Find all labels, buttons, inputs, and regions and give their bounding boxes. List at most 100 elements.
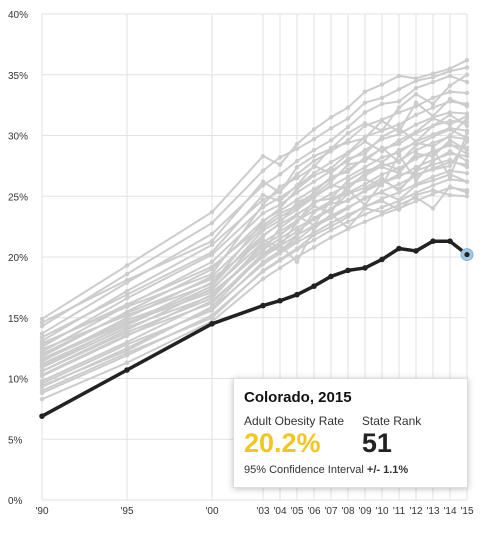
- background-point: [328, 138, 334, 143]
- background-point: [396, 160, 402, 165]
- x-tick-label: '90: [35, 506, 48, 517]
- background-point: [430, 174, 436, 180]
- background-point: [464, 90, 470, 96]
- background-point: [430, 144, 436, 149]
- background-point: [294, 237, 300, 243]
- x-tick-label: '04: [273, 506, 286, 517]
- background-point: [447, 184, 453, 189]
- background-point: [362, 110, 368, 115]
- background-point: [345, 169, 351, 175]
- background-point: [39, 342, 45, 347]
- background-point: [39, 331, 45, 336]
- y-axis-ticks: 0% 5% 10% 15% 20% 25% 30% 35% 40%: [8, 10, 28, 507]
- colorado-point: [294, 291, 300, 298]
- x-axis-ticks: '90 '95 '00 '03 '04 '05 '06 '07 '08 '09 '10 '11'12 '…: [35, 506, 473, 517]
- background-point: [430, 191, 436, 197]
- background-point: [379, 149, 385, 154]
- background-point: [345, 130, 351, 136]
- background-point: [39, 365, 45, 370]
- background-point: [39, 352, 45, 357]
- background-point: [294, 246, 300, 251]
- background-point: [124, 348, 130, 353]
- background-point: [379, 145, 385, 150]
- background-series-line: [41, 142, 468, 365]
- background-point: [413, 129, 419, 135]
- background-point: [277, 206, 283, 211]
- background-point: [379, 190, 385, 195]
- y-tick-label: 40%: [8, 10, 28, 21]
- background-point: [464, 179, 470, 184]
- background-point: [430, 206, 436, 211]
- background-series-line: [41, 117, 468, 346]
- background-point: [328, 126, 334, 131]
- background-point: [379, 164, 385, 170]
- background-point: [124, 302, 130, 307]
- background-point: [311, 179, 317, 184]
- background-point: [311, 217, 317, 222]
- background-point: [396, 129, 402, 135]
- x-tick-label: '08: [341, 506, 354, 517]
- background-point: [430, 105, 436, 110]
- background-point: [447, 133, 453, 138]
- background-point: [379, 82, 385, 87]
- background-point: [209, 290, 215, 295]
- x-tick-label: '12: [409, 506, 422, 517]
- background-point: [464, 79, 470, 85]
- background-point: [328, 215, 334, 221]
- x-tick-label: '10: [375, 506, 388, 517]
- background-point: [362, 147, 368, 153]
- background-point: [362, 195, 368, 200]
- background-point: [464, 164, 470, 170]
- x-tick-label: '14: [443, 506, 456, 517]
- background-point: [413, 78, 419, 84]
- background-point: [260, 252, 266, 257]
- background-point: [447, 174, 453, 180]
- background-point: [413, 155, 419, 160]
- colorado-point: [277, 297, 283, 304]
- background-point: [447, 83, 453, 88]
- background-point: [311, 195, 317, 200]
- background-point: [209, 239, 215, 244]
- x-tick-label: '03: [256, 506, 269, 517]
- tooltip-stats: Adult Obesity Rate 20.2% State Rank 51: [244, 414, 457, 458]
- background-point: [345, 116, 351, 121]
- y-tick-label: 5%: [8, 435, 23, 446]
- background-point: [430, 134, 436, 139]
- background-point: [311, 226, 317, 232]
- background-point: [260, 219, 266, 224]
- y-tick-label: 20%: [8, 253, 28, 264]
- background-point: [209, 308, 215, 313]
- background-point: [209, 249, 215, 255]
- background-point: [413, 122, 419, 127]
- tooltip-rank-value: 51: [361, 428, 392, 458]
- background-point: [328, 183, 334, 188]
- background-point: [396, 202, 402, 207]
- background-point: [260, 168, 266, 173]
- background-point: [464, 194, 470, 199]
- background-point: [379, 118, 385, 124]
- background-point: [396, 167, 402, 172]
- colorado-point: [311, 283, 317, 289]
- background-point: [345, 140, 351, 145]
- background-point: [464, 65, 470, 70]
- background-point: [362, 139, 368, 144]
- background-series-line: [41, 128, 468, 360]
- background-point: [277, 198, 283, 204]
- x-tick-label: '95: [120, 506, 133, 517]
- background-point: [345, 206, 351, 211]
- background-point: [413, 112, 419, 118]
- background-point: [209, 315, 215, 320]
- background-point: [39, 358, 45, 363]
- y-tick-label: 0%: [8, 496, 23, 507]
- background-point: [311, 223, 317, 228]
- background-point: [379, 161, 385, 166]
- background-point: [311, 198, 317, 204]
- background-point: [124, 310, 130, 316]
- background-point: [260, 228, 266, 233]
- background-point: [362, 135, 368, 141]
- background-point: [413, 172, 419, 177]
- background-point: [328, 174, 334, 180]
- background-point: [447, 157, 453, 162]
- background-point: [328, 224, 334, 229]
- colorado-point: [396, 245, 402, 252]
